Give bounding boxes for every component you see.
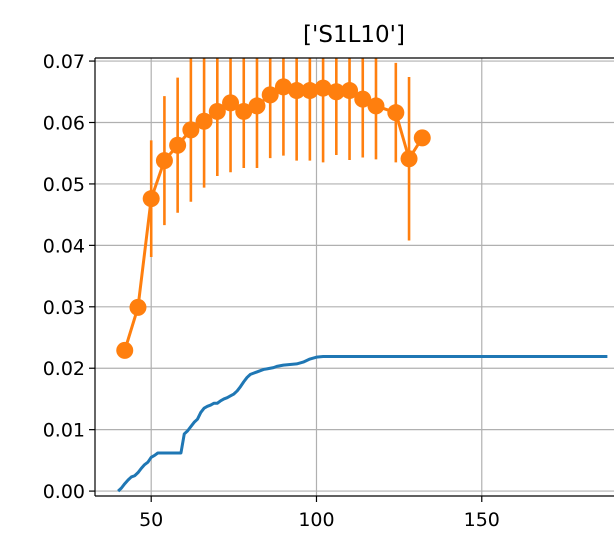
data-point-13 — [288, 82, 306, 100]
data-point-4 — [169, 136, 187, 154]
data-point-5 — [182, 121, 200, 139]
axes: 50 100 150 0.00 0.01 0.02 0.03 0.04 0.05 0.06 0.07 — [43, 51, 614, 531]
data-point-17 — [341, 82, 359, 100]
data-point-19 — [367, 97, 385, 115]
data-point-10 — [248, 97, 266, 115]
data-point-12 — [274, 78, 292, 96]
data-point-2 — [142, 190, 160, 208]
chart-title: ['S1L10'] — [303, 22, 405, 48]
x-tick-label-0: 50 — [139, 509, 163, 531]
data-point-6 — [195, 112, 213, 130]
plot-area — [116, 58, 608, 493]
data-point-8 — [222, 94, 240, 112]
series-line-0 — [117, 355, 608, 493]
y-tick-label-3: 0.03 — [43, 297, 85, 319]
y-tick-label-4: 0.04 — [43, 235, 85, 257]
data-point-7 — [208, 102, 226, 120]
data-point-11 — [261, 86, 279, 104]
gridlines — [95, 58, 614, 496]
data-point-18 — [354, 90, 372, 108]
data-point-16 — [327, 83, 345, 101]
y-tick-label-6: 0.06 — [43, 113, 85, 135]
y-tick-label-0: 0.00 — [43, 481, 85, 503]
data-point-20 — [387, 104, 405, 122]
y-tick-label-7: 0.07 — [43, 51, 85, 73]
data-point-1 — [129, 298, 147, 316]
x-tick-label-1: 100 — [298, 509, 334, 531]
data-point-15 — [314, 79, 332, 97]
data-point-22 — [413, 129, 431, 147]
data-point-14 — [301, 82, 319, 100]
data-point-3 — [155, 152, 173, 170]
x-tick-label-2: 150 — [464, 509, 500, 531]
data-point-21 — [400, 150, 418, 168]
data-point-0 — [116, 341, 134, 359]
y-tick-label-5: 0.05 — [43, 174, 85, 196]
y-tick-label-1: 0.01 — [43, 420, 85, 442]
data-point-9 — [235, 102, 253, 120]
y-tick-label-2: 0.02 — [43, 358, 85, 380]
